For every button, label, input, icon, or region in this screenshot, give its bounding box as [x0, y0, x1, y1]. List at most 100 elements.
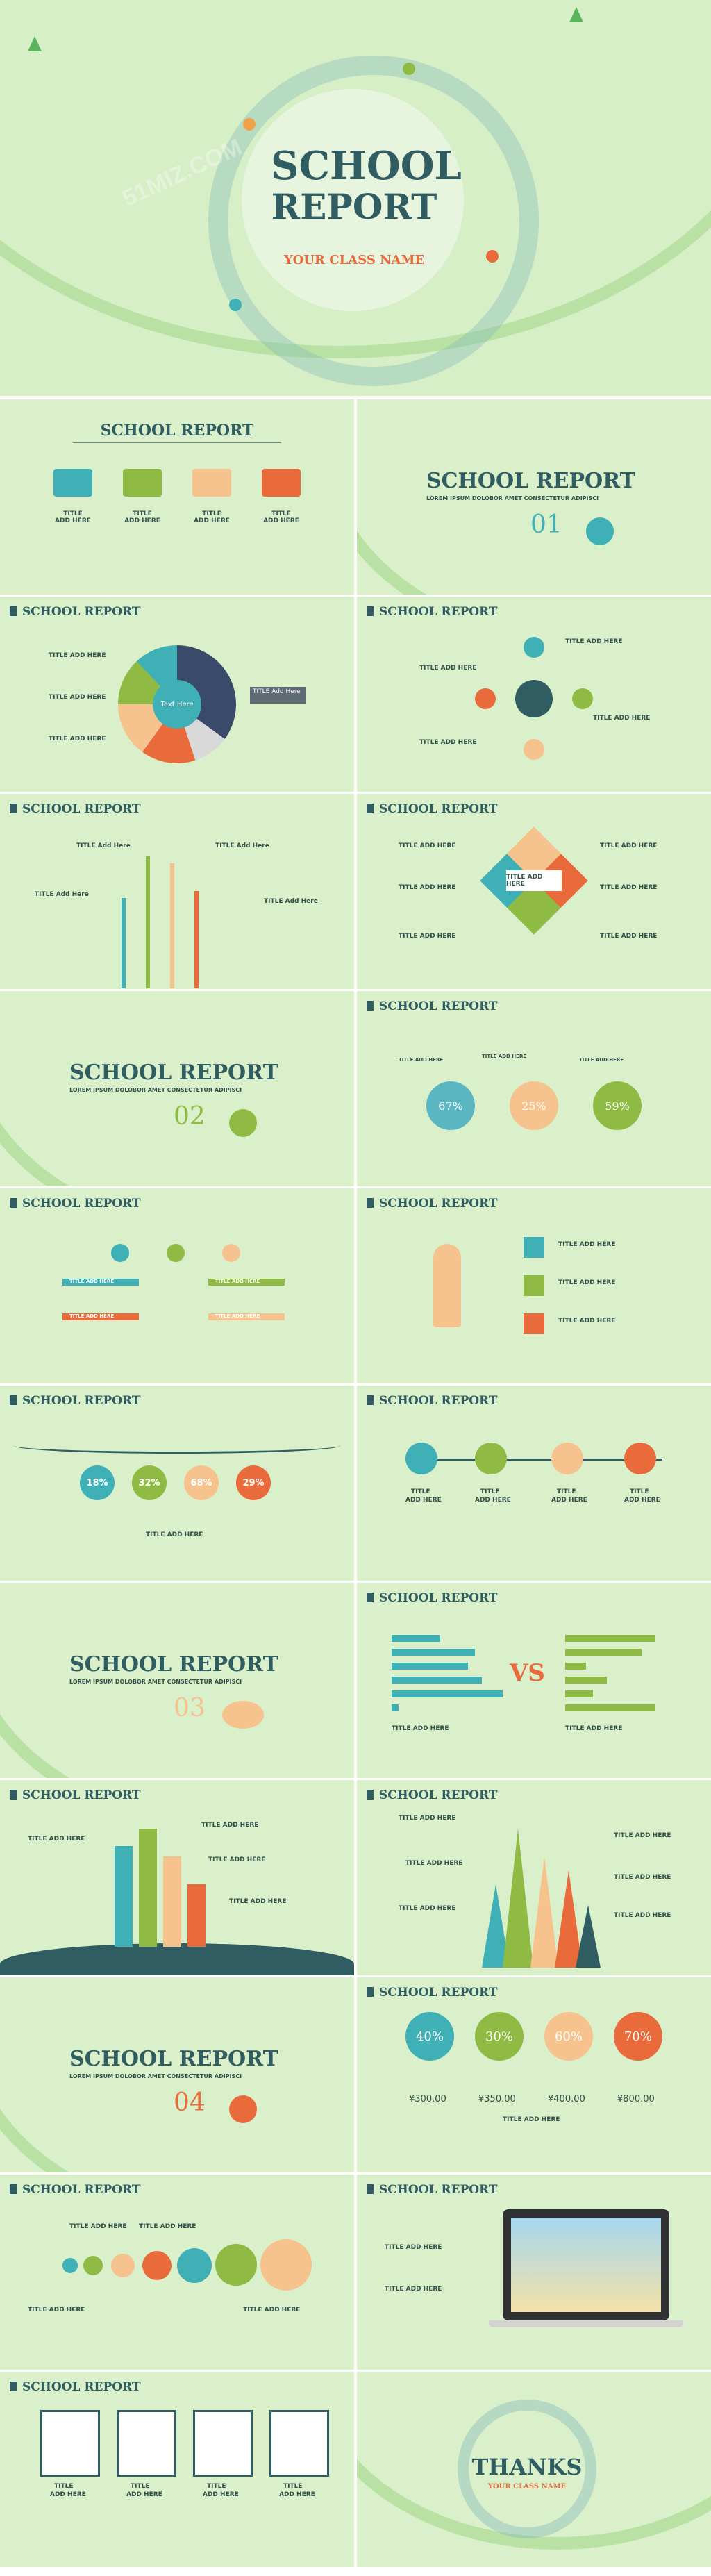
icon-subtitle: ADD HERE [624, 1497, 660, 1504]
label-bar [62, 1313, 139, 1320]
item-subtitle: ADD HERE [263, 517, 299, 524]
label-bar [208, 1279, 285, 1286]
item-subtitle: ADD HERE [55, 517, 91, 524]
slide-icons-four: SCHOOL REPORT TITLE ADD HERE TITLE ADD H… [0, 399, 354, 595]
bar-label: TITLE ADD HERE [69, 1313, 115, 1319]
ground-hill [0, 1943, 354, 1975]
elephant-icon [222, 1701, 264, 1729]
slide-header: SCHOOL REPORT [10, 605, 141, 619]
icon-block: TITLE ADD HERE [118, 469, 167, 524]
slide-section-03: SCHOOL REPORT LOREM IPSUM DOLOBOR AMET C… [0, 1583, 354, 1778]
right-bar [565, 1663, 586, 1670]
arrow-shape [163, 1856, 181, 1947]
bubble-label: TITLE ADD HERE [139, 2223, 196, 2230]
bubble [62, 2258, 78, 2273]
slide-price-pins: SCHOOL REPORT 40% 30% 60% 70% ¥300.00 ¥3… [357, 1977, 711, 2172]
pin-40: 40% [405, 2012, 454, 2061]
price: ¥800.00 [617, 2094, 655, 2104]
icon-block: TITLE ADD HERE [257, 469, 306, 524]
sprout-label: TITLE Add Here [76, 842, 131, 849]
slide-photo-cards: SCHOOL REPORT TITLE TITLE TITLE TITLE AD… [0, 2372, 354, 2567]
drop-label: TITLE ADD HERE [399, 1057, 444, 1063]
bird-icon [243, 118, 256, 131]
bubble-label: TITLE ADD HERE [69, 2223, 127, 2230]
left-bar [392, 1663, 468, 1670]
pie-label: TITLE Add Here [49, 736, 106, 742]
section-number: 03 [174, 1694, 206, 1722]
slide-peaks: SCHOOL REPORT TITLE ADD HERE TITLE ADD H… [357, 1780, 711, 1975]
thanks-class-name: YOUR CLASS NAME [487, 2483, 567, 2491]
bubble [83, 2256, 103, 2275]
laptop-base [489, 2320, 683, 2327]
card-title: TITLE [207, 2483, 226, 2490]
right-bar [565, 1649, 642, 1656]
check-label: TITLE ADD HERE [558, 1241, 616, 1248]
slide-header: SCHOOL REPORT [367, 802, 498, 816]
bubble [177, 2248, 212, 2283]
slide-pie: SCHOOL REPORT Text Here TITLE Add Here T… [0, 597, 354, 792]
peak-label: TITLE ADD HERE [614, 1832, 671, 1839]
arrow-shape [139, 1829, 157, 1947]
slide-header: SCHOOL REPORT [10, 802, 141, 816]
peak-shape [503, 1829, 533, 1968]
item-title: TITLE [133, 510, 152, 517]
check-label: TITLE ADD HERE [558, 1318, 616, 1324]
thanks-title: THANKS [471, 2454, 583, 2480]
label-bar [208, 1313, 285, 1320]
bird-icon [403, 63, 415, 75]
arrow-shape [187, 1884, 206, 1947]
tag-29: 29% [236, 1465, 271, 1500]
slide-octagon: SCHOOL REPORT TITLE ADD HERE TITLE ADD H… [357, 794, 711, 989]
card-subtitle: ADD HERE [279, 2491, 315, 2498]
section-title: SCHOOL REPORT [426, 469, 635, 493]
peak-shape [576, 1905, 601, 1968]
slide-thanks: THANKS YOUR CLASS NAME [357, 2372, 711, 2567]
class-name: YOUR CLASS NAME [283, 253, 425, 267]
arrow-shape [115, 1846, 133, 1947]
slide-header: SCHOOL REPORT [367, 999, 498, 1013]
slide-header: SCHOOL REPORT [10, 1394, 141, 1408]
octagon-label: TITLE ADD HERE [399, 884, 456, 891]
pin-70: 70% [614, 2012, 662, 2061]
sprout-label: TITLE Add Here [215, 842, 269, 849]
drop-25: 25% [510, 1081, 558, 1130]
card-title: TITLE [283, 2483, 303, 2490]
item-title: TITLE [202, 510, 221, 517]
bar-label: TITLE ADD HERE [69, 1279, 115, 1284]
hub-label: TITLE ADD HERE [419, 665, 477, 672]
laptop-label: TITLE ADD HERE [385, 2286, 442, 2293]
section-subtitle: LOREM IPSUM DOLOBOR AMET CONSECTETUR ADI… [426, 495, 599, 501]
slide-circle-icons: SCHOOL REPORT TITLE TITLE TITLE TITLE AD… [357, 1386, 711, 1581]
card-subtitle: ADD HERE [203, 2491, 239, 2498]
plane-icon [475, 1443, 507, 1474]
slide-hub: SCHOOL REPORT TITLE ADD HERE TITLE ADD H… [357, 597, 711, 792]
section-title: SCHOOL REPORT [69, 2047, 278, 2071]
octagon-label: TITLE ADD HERE [600, 884, 658, 891]
pin-30: 30% [475, 2012, 524, 2061]
slide-section-02: SCHOOL REPORT LOREM IPSUM DOLOBOR AMET C… [0, 991, 354, 1186]
card-subtitle: ADD HERE [50, 2491, 86, 2498]
drop-label: TITLE ADD HERE [579, 1057, 624, 1063]
slide-hanging-tags: SCHOOL REPORT 18% 32% 68% 29% TITLE ADD … [0, 1386, 354, 1581]
check-icon [524, 1275, 544, 1296]
teacher-figure [433, 1244, 461, 1327]
bubble-label: TITLE ADD HERE [28, 2307, 85, 2313]
card-title: TITLE [54, 2483, 74, 2490]
hub-node [475, 688, 496, 709]
price: ¥300.00 [409, 2094, 446, 2104]
bar-label: TITLE ADD HERE [215, 1279, 260, 1284]
equation-node [111, 1244, 129, 1262]
right-bar [565, 1635, 655, 1642]
bubble [260, 2239, 312, 2291]
peak-label: TITLE ADD HERE [614, 1912, 671, 1919]
bubble [215, 2244, 257, 2286]
peak-shape [530, 1856, 558, 1968]
equation-node [167, 1244, 185, 1262]
slide-header: SCHOOL REPORT [10, 1788, 141, 1802]
tag-18: 18% [80, 1465, 115, 1500]
bubble [111, 2254, 135, 2277]
section-number: 02 [174, 1102, 206, 1131]
slide-sprouts: SCHOOL REPORT TITLE Add Here TITLE Add H… [0, 794, 354, 989]
sprout-stem [194, 891, 199, 988]
